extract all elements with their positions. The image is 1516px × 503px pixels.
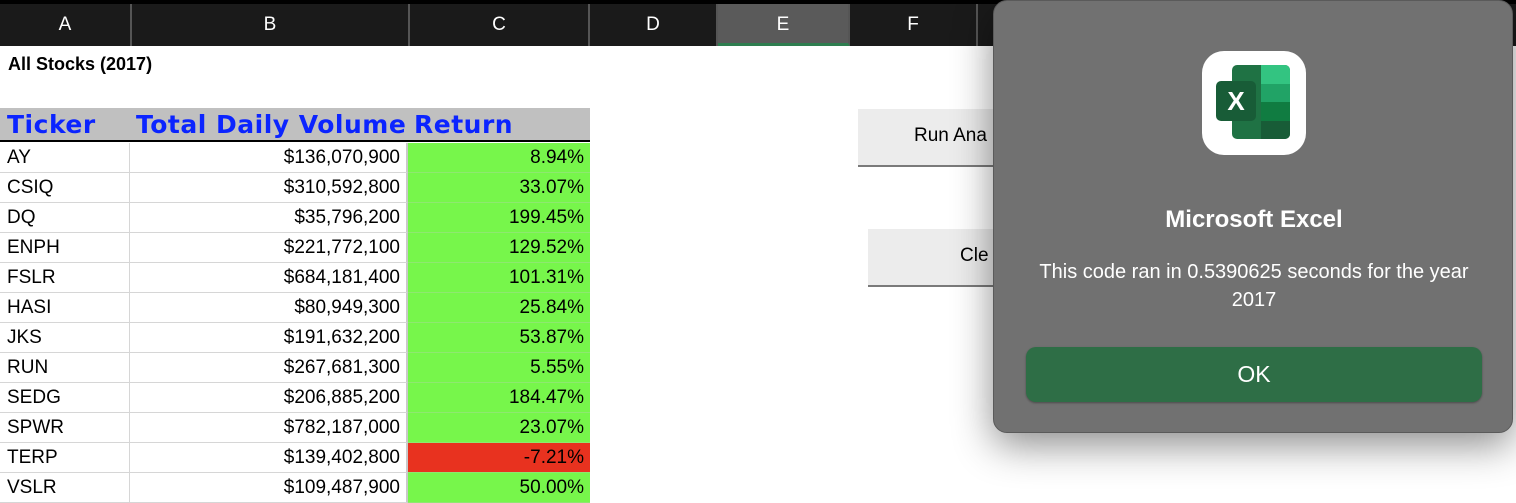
table-row: SEDG $206,885,200 184.47% [0,383,590,413]
volume-cell[interactable]: $221,772,100 [130,233,408,263]
table-row: HASI $80,949,300 25.84% [0,293,590,323]
volume-cell[interactable]: $35,796,200 [130,203,408,233]
header-total-daily-volume[interactable]: Total Daily Volume [136,110,407,139]
spreadsheet-grid[interactable]: All Stocks (2017) Ticker Total Daily Vol… [0,46,1516,503]
volume-cell[interactable]: $109,487,900 [130,473,408,503]
ticker-cell[interactable]: SEDG [0,383,130,413]
ticker-cell[interactable]: DQ [0,203,130,233]
ticker-cell[interactable]: RUN [0,353,130,383]
table-row: DQ $35,796,200 199.45% [0,203,590,233]
column-header-e[interactable]: E [718,4,850,46]
ticker-cell[interactable]: TERP [0,443,130,473]
ok-button[interactable]: OK [1026,347,1482,402]
excel-app-icon: X [1202,51,1306,155]
table-header-row: Ticker Total Daily Volume Return [0,108,590,142]
volume-cell[interactable]: $139,402,800 [130,443,408,473]
column-header-d[interactable]: D [590,4,718,46]
return-cell[interactable]: 101.31% [408,263,590,293]
ticker-cell[interactable]: ENPH [0,233,130,263]
column-header-b[interactable]: B [132,4,410,46]
table-row: VSLR $109,487,900 50.00% [0,473,590,503]
column-header-c[interactable]: C [410,4,590,46]
header-ticker[interactable]: Ticker [7,110,96,139]
return-cell[interactable]: 129.52% [408,233,590,263]
table-row: ENPH $221,772,100 129.52% [0,233,590,263]
return-cell[interactable]: 23.07% [408,413,590,443]
excel-x-badge: X [1216,81,1256,121]
volume-cell[interactable]: $206,885,200 [130,383,408,413]
return-cell[interactable]: 50.00% [408,473,590,503]
volume-cell[interactable]: $267,681,300 [130,353,408,383]
column-header-f[interactable]: F [850,4,978,46]
run-analysis-button[interactable]: Run Ana [858,109,1008,167]
column-header-a[interactable]: A [0,4,132,46]
return-cell[interactable]: 199.45% [408,203,590,233]
table-row: CSIQ $310,592,800 33.07% [0,173,590,203]
volume-cell[interactable]: $136,070,900 [130,143,408,173]
alert-dialog: X Microsoft Excel This code ran in 0.539… [993,0,1513,433]
table-row: FSLR $684,181,400 101.31% [0,263,590,293]
volume-cell[interactable]: $191,632,200 [130,323,408,353]
return-cell[interactable]: 33.07% [408,173,590,203]
table-row: SPWR $782,187,000 23.07% [0,413,590,443]
return-cell[interactable]: -7.21% [408,443,590,473]
ticker-cell[interactable]: HASI [0,293,130,323]
volume-cell[interactable]: $80,949,300 [130,293,408,323]
return-cell[interactable]: 25.84% [408,293,590,323]
ticker-cell[interactable]: AY [0,143,130,173]
table-row: TERP $139,402,800 -7.21% [0,443,590,473]
sheet-title[interactable]: All Stocks (2017) [8,54,153,74]
ticker-cell[interactable]: FSLR [0,263,130,293]
table-row: RUN $267,681,300 5.55% [0,353,590,383]
ticker-cell[interactable]: VSLR [0,473,130,503]
ticker-cell[interactable]: CSIQ [0,173,130,203]
return-cell[interactable]: 8.94% [408,143,590,173]
table-row: AY $136,070,900 8.94% [0,143,590,173]
volume-cell[interactable]: $310,592,800 [130,173,408,203]
return-cell[interactable]: 53.87% [408,323,590,353]
dialog-message: This code ran in 0.5390625 seconds for t… [1039,261,1469,311]
volume-cell[interactable]: $684,181,400 [130,263,408,293]
clear-button[interactable]: Cle [868,229,1008,287]
table-row: JKS $191,632,200 53.87% [0,323,590,353]
dialog-title: Microsoft Excel [1165,206,1343,233]
return-cell[interactable]: 184.47% [408,383,590,413]
ticker-cell[interactable]: SPWR [0,413,130,443]
header-return[interactable]: Return [414,110,514,139]
return-cell[interactable]: 5.55% [408,353,590,383]
volume-cell[interactable]: $782,187,000 [130,413,408,443]
ticker-cell[interactable]: JKS [0,323,130,353]
